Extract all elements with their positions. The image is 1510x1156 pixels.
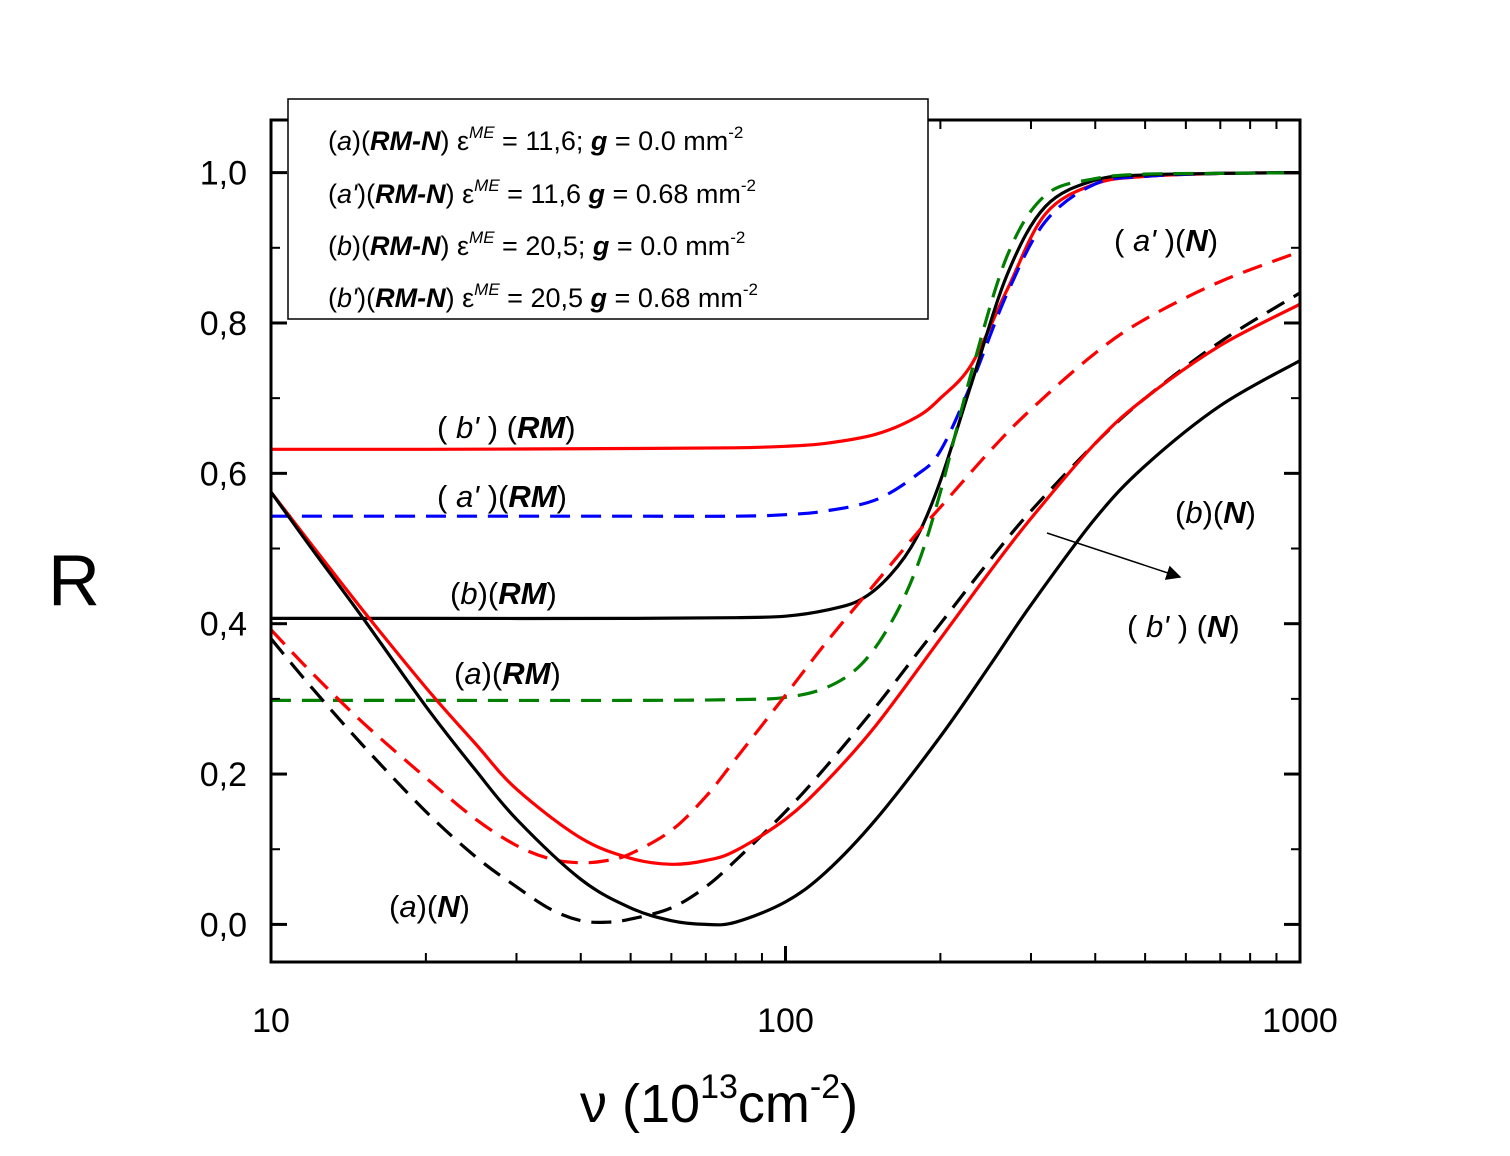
series-line-0 (270, 171, 1301, 451)
y-tick-label-5: 1,0 (200, 155, 247, 193)
y-tick-label-0: 0,0 (200, 906, 247, 944)
series-line-7 (269, 359, 1301, 927)
annotation-b-n: (b)(N) (1175, 495, 1256, 530)
legend-entry-a-prime: (a')(RM-N) εME = 11,6 g = 0.68 mm-2 (328, 176, 756, 209)
legend-entry-b: (b)(RM-N) εME = 20,5; g = 0.0 mm-2 (328, 228, 745, 261)
y-tick-label-4: 0,8 (200, 305, 247, 343)
series-line-1 (270, 171, 1301, 518)
y-axis-title: R (48, 541, 100, 621)
y-tick-label-2: 0,4 (200, 606, 247, 644)
x-tick-label-2: 1000 (1262, 1002, 1338, 1040)
y-tick-label-3: 0,6 (200, 455, 247, 493)
annotation-arrow (1046, 532, 1182, 580)
y-tick-label-1: 0,2 (200, 756, 247, 794)
x-tick-label-1: 100 (757, 1002, 814, 1040)
annotation-ap-n: ( a' )(N) (1114, 223, 1218, 258)
series-line-5 (269, 291, 1301, 924)
series-line-3 (270, 171, 1301, 703)
x-tick-label-0: 10 (252, 1002, 290, 1040)
annotation-b-rm: (b)(RM) (450, 576, 557, 611)
annotation-a-n: (a)(N) (389, 889, 470, 924)
annotation-bp-rm: ( b' ) (RM) (437, 410, 576, 445)
ticks-layer: 0,0 0,2 0,4 0,6 0,8 1,0 10 100 1000 (200, 120, 1338, 1040)
legend-entry-a: (a)(RM-N) εME = 11,6; g = 0.0 mm-2 (328, 123, 743, 156)
legend: (a)(RM-N) εME = 11,6; g = 0.0 mm-2 (a')(… (287, 98, 929, 320)
annotation-ap-rm: ( a' )(RM) (437, 479, 567, 514)
series-line-4 (269, 250, 1301, 865)
series-layer (269, 171, 1301, 927)
annotation-a-rm: (a)(RM) (454, 656, 561, 691)
annotations: ( b' ) (RM) ( a' )(RM) (b)(RM) (a)(RM) (… (389, 223, 1256, 924)
x-axis-title: ν (1013cm-2) (580, 1068, 858, 1134)
legend-entry-b-prime: (b')(RM-N) εME = 20,5 g = 0.68 mm-2 (328, 280, 758, 313)
series-line-6 (269, 302, 1301, 866)
legend-box (287, 98, 929, 320)
annotation-bp-n: ( b' ) (N) (1127, 609, 1240, 644)
